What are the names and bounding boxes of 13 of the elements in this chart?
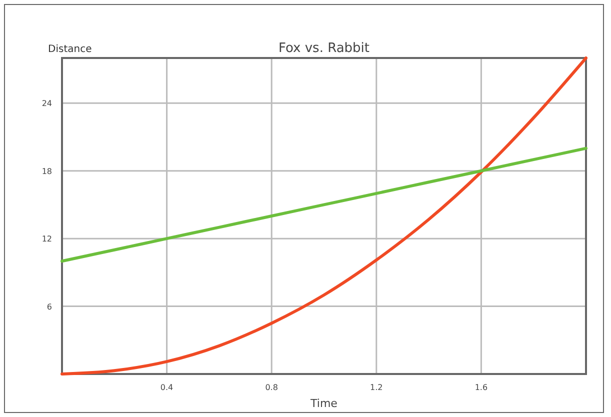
x-tick-label: 1.2: [370, 383, 383, 392]
x-axis-title: Time: [310, 397, 338, 410]
y-tick-label: 18: [42, 166, 52, 176]
x-tick-label: 0.4: [160, 383, 174, 392]
line-series: [60, 56, 588, 376]
y-axis-title: Distance: [48, 44, 92, 55]
x-tick-label: 0.8: [265, 383, 278, 392]
chart-title: Fox vs. Rabbit: [278, 41, 370, 56]
y-tick-label: 6: [46, 302, 52, 312]
line-series: [60, 146, 588, 263]
x-tick-label: 1.6: [474, 383, 488, 392]
y-tick-label: 24: [42, 99, 52, 108]
y-tick-label: 12: [42, 234, 52, 244]
